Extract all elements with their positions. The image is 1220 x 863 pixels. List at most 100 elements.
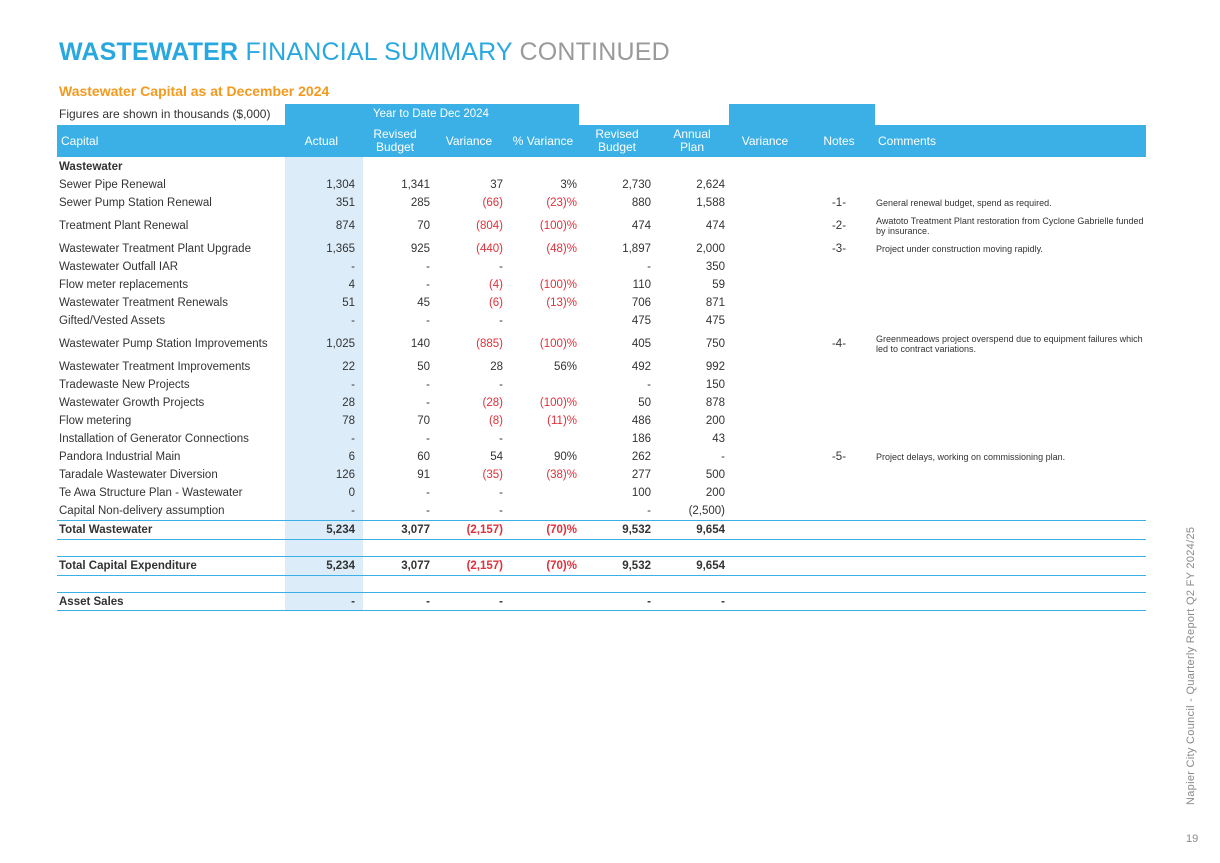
cell-revised-budget: 706: [631, 297, 651, 309]
header-revised-budget: Revised Budget: [595, 127, 639, 154]
cell-annual-plan: -: [721, 451, 725, 463]
row-label: Treatment Plant Renewal: [59, 220, 189, 232]
cell-variance-ytd: (66): [482, 197, 503, 209]
cell-actual: -: [351, 505, 355, 517]
period-label: Year to Date Dec 2024: [373, 108, 489, 120]
row-label: Flow metering: [59, 415, 132, 427]
table-row: Wastewater Pump Station Improvements 1,02…: [0, 334, 1220, 354]
cell-note: -4-: [831, 338, 847, 350]
table-row: Flow meter replacements 4 - (4) (100)% 110 59: [0, 276, 1220, 294]
cell-revised-budget: 262: [631, 451, 651, 463]
cell-revised-budget: 110: [632, 279, 651, 291]
cell-annual-plan: 9,654: [696, 524, 725, 536]
cell-note: -3-: [831, 243, 847, 255]
cell-actual: -: [351, 433, 355, 445]
cell-pct-variance: (100)%: [539, 338, 577, 350]
cell-pct-variance: (11)%: [547, 415, 577, 427]
cell-variance-ytd: -: [499, 433, 503, 445]
cell-variance-ytd: (8): [488, 415, 503, 427]
cell-actual: -: [351, 315, 355, 327]
cell-revised-budget: 9,532: [622, 560, 651, 572]
cell-revised-budget-ytd: 60: [417, 451, 430, 463]
row-label: Wastewater Treatment Renewals: [59, 297, 228, 309]
cell-variance-ytd: -: [499, 596, 503, 608]
cell-actual: 22: [342, 361, 355, 373]
cell-comment: Awatoto Treatment Plant restoration from…: [876, 216, 1144, 236]
header-comments: Comments: [878, 133, 937, 148]
cell-variance-ytd: (804): [476, 220, 503, 232]
cell-revised-budget: -: [647, 379, 651, 391]
cell-actual: 5,234: [326, 560, 355, 572]
cell-revised-budget: 186: [631, 433, 651, 445]
cell-variance-ytd: (440): [476, 243, 503, 255]
cell-revised-budget-ytd: -: [426, 487, 430, 499]
row-label: Te Awa Structure Plan - Wastewater: [59, 487, 243, 499]
cell-variance-ytd: -: [499, 487, 503, 499]
cell-pct-variance: 90%: [553, 451, 577, 463]
cell-actual: 4: [348, 279, 355, 291]
cell-pct-variance: (23)%: [546, 197, 577, 209]
table-row: Wastewater Treatment Plant Upgrade 1,365 9…: [0, 240, 1220, 258]
cell-revised-budget-ytd: 70: [417, 220, 430, 232]
title-part-1: WASTEWATER: [59, 38, 239, 66]
divider-line: [57, 592, 1146, 593]
cell-revised-budget: 50: [638, 397, 651, 409]
cell-pct-variance: 3%: [560, 179, 577, 191]
cell-revised-budget: 100: [631, 487, 651, 499]
cell-revised-budget-ytd: 285: [410, 197, 430, 209]
cell-variance-ytd: (885): [476, 338, 503, 350]
cell-variance-ytd: (35): [482, 469, 503, 481]
cell-actual: 351: [335, 197, 355, 209]
cell-revised-budget: 474: [631, 220, 651, 232]
cell-pct-variance: (48)%: [546, 243, 577, 255]
cell-variance-ytd: (2,157): [466, 524, 503, 536]
table-row: Sewer Pipe Renewal 1,304 1,341 37 3% 2,730 2,6…: [0, 176, 1220, 194]
cell-comment: General renewal budget, spend as require…: [876, 198, 1052, 208]
cell-revised-budget: 475: [631, 315, 651, 327]
page-title: WASTEWATER FINANCIAL SUMMARY CONTINUED: [59, 38, 670, 67]
cell-revised-budget-ytd: 45: [417, 297, 430, 309]
cell-annual-plan: 2,624: [696, 179, 725, 191]
cell-variance-ytd: (4): [488, 279, 503, 291]
cell-annual-plan: 474: [705, 220, 725, 232]
ytd-header-strip: [285, 104, 579, 125]
row-label: Wastewater Treatment Plant Upgrade: [59, 243, 251, 255]
row-label: Tradewaste New Projects: [59, 379, 190, 391]
cell-revised-budget-ytd: -: [426, 315, 430, 327]
actual-column-highlight: [285, 157, 363, 611]
table-row: Gifted/Vested Assets - - - 475 475: [0, 312, 1220, 330]
cell-variance-ytd: 54: [490, 451, 503, 463]
cell-annual-plan: 871: [705, 297, 725, 309]
cell-revised-budget-ytd: 3,077: [401, 524, 430, 536]
cell-variance-ytd: (28): [482, 397, 503, 409]
cell-revised-budget: 2,730: [622, 179, 651, 191]
header-revised-budget-ytd: Revised Budget: [373, 127, 417, 154]
row-label: Installation of Generator Connections: [59, 433, 249, 445]
cell-pct-variance: (100)%: [539, 279, 577, 291]
cell-annual-plan: 475: [705, 315, 725, 327]
cell-revised-budget: -: [647, 261, 651, 273]
title-part-2: FINANCIAL SUMMARY: [245, 38, 513, 66]
cell-annual-plan: 9,654: [696, 560, 725, 572]
header-variance-ytd: Variance: [445, 133, 493, 148]
cell-revised-budget: 492: [631, 361, 651, 373]
cell-pct-variance: 56%: [553, 361, 577, 373]
cell-revised-budget-ytd: -: [426, 433, 430, 445]
cell-actual: 51: [342, 297, 355, 309]
cell-revised-budget: -: [647, 505, 651, 517]
cell-pct-variance: (70)%: [546, 524, 577, 536]
row-label: Capital Non-delivery assumption: [59, 505, 225, 517]
cell-actual: 78: [342, 415, 355, 427]
cell-revised-budget-ytd: -: [426, 279, 430, 291]
cell-annual-plan: 500: [705, 469, 725, 481]
cell-note: -5-: [831, 451, 847, 463]
cell-revised-budget: 405: [631, 338, 651, 350]
report-sidebar-text: Napier City Council - Quarterly Report Q…: [1185, 526, 1197, 805]
cell-annual-plan: 992: [705, 361, 725, 373]
header-annual-plan: Annual Plan: [673, 127, 711, 154]
cell-actual: -: [351, 261, 355, 273]
table-row: Te Awa Structure Plan - Wastewater 0 - - 100…: [0, 484, 1220, 502]
row-label: Taradale Wastewater Diversion: [59, 469, 218, 481]
row-label: Wastewater Growth Projects: [59, 397, 205, 409]
row-label: Gifted/Vested Assets: [59, 315, 166, 327]
